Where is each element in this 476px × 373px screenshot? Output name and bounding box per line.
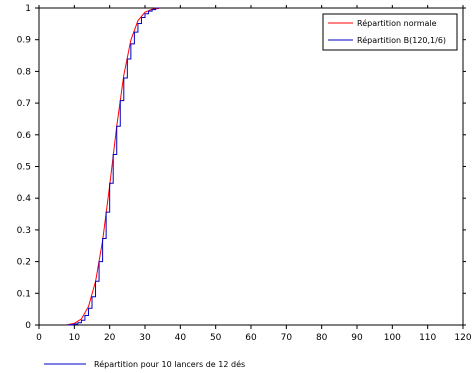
legend-label-binomial: Répartition B(120,1/6) [357, 35, 446, 45]
x-tick-label: 40 [175, 333, 187, 343]
y-tick-label: 0.4 [17, 194, 32, 204]
legend: Répartition normale Répartition B(120,1/… [322, 13, 458, 51]
legend-label-normal: Répartition normale [357, 18, 437, 28]
plot-frame [38, 7, 464, 326]
x-tick-label: 120 [454, 333, 471, 343]
y-tick-label: 0.2 [17, 258, 31, 268]
x-tick-label: 80 [316, 333, 328, 343]
series-binomial-step [67, 7, 160, 326]
x-tick-label: 30 [139, 333, 151, 343]
series-layer [67, 7, 160, 326]
bottom-legend-label: Répartition pour 10 lancers de 12 dés [94, 359, 245, 369]
x-tick-label: 90 [351, 333, 363, 343]
x-axis-ticks: 0 10 20 30 40 50 60 70 80 90 100 110 120 [36, 5, 472, 343]
y-tick-label: 0.6 [17, 131, 32, 141]
y-tick-label: 0 [25, 321, 31, 331]
legend-box [322, 13, 458, 51]
x-tick-label: 0 [36, 333, 42, 343]
x-tick-label: 60 [245, 333, 257, 343]
x-tick-label: 10 [69, 333, 81, 343]
y-axis-ticks: 0 0.1 0.2 0.3 0.4 0.5 0.6 0.7 0.8 0.9 1 [17, 4, 466, 331]
x-tick-label: 50 [210, 333, 222, 343]
y-tick-label: 0.8 [17, 67, 32, 77]
y-tick-label: 0.1 [17, 289, 31, 299]
plot-area: 0 0.1 0.2 0.3 0.4 0.5 0.6 0.7 0.8 0.9 1 0 10 20 30 40 5… [17, 4, 472, 343]
y-tick-label: 0.3 [17, 226, 31, 236]
y-tick-label: 1 [25, 4, 31, 14]
y-tick-label: 0.5 [17, 163, 31, 173]
x-tick-label: 110 [419, 333, 436, 343]
bottom-legend: Répartition pour 10 lancers de 12 dés [44, 359, 245, 369]
y-tick-label: 0.9 [17, 36, 32, 46]
y-tick-label: 0.7 [17, 99, 31, 109]
x-tick-label: 20 [104, 333, 116, 343]
x-tick-label: 100 [384, 333, 401, 343]
x-tick-label: 70 [281, 333, 293, 343]
